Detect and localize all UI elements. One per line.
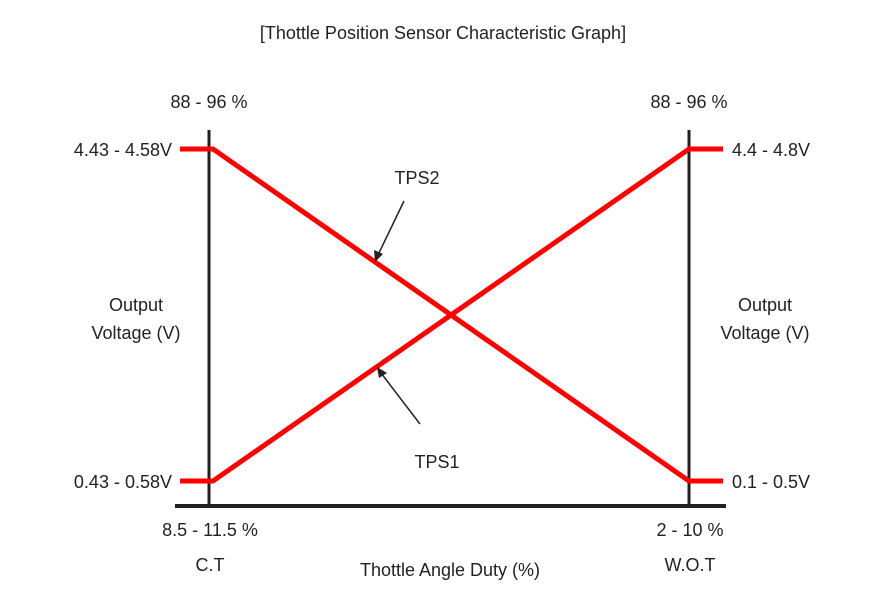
right-axis-label-line1: Output xyxy=(738,295,792,315)
tps2-arrowhead-icon xyxy=(374,250,383,262)
left-axis-label-line1: Output xyxy=(109,295,163,315)
left-high-voltage: 4.43 - 4.58V xyxy=(74,140,172,160)
right-axis-label-line2: Voltage (V) xyxy=(720,323,809,343)
x-axis-label: Thottle Angle Duty (%) xyxy=(360,560,540,580)
tps1-line xyxy=(180,146,723,484)
right-high-voltage: 4.4 - 4.8V xyxy=(732,140,810,160)
tps2-label: TPS2 xyxy=(394,168,439,188)
closed-throttle-label: C.T xyxy=(196,555,225,575)
right-bottom-percent: 2 - 10 % xyxy=(656,520,723,540)
left-low-voltage: 0.43 - 0.58V xyxy=(74,472,172,492)
right-low-voltage: 0.1 - 0.5V xyxy=(732,472,810,492)
left-top-percent: 88 - 96 % xyxy=(170,92,247,112)
tps2-arrow xyxy=(377,200,405,256)
tps1-arrow xyxy=(380,372,421,425)
left-bottom-percent: 8.5 - 11.5 % xyxy=(162,520,258,540)
tps1-arrowhead-icon xyxy=(377,367,387,378)
left-axis-label-line2: Voltage (V) xyxy=(91,323,180,343)
wide-open-throttle-label: W.O.T xyxy=(665,555,716,575)
diagram-title: [Thottle Position Sensor Characteristic … xyxy=(260,23,626,43)
right-top-percent: 88 - 96 % xyxy=(650,92,727,112)
tps1-label: TPS1 xyxy=(414,452,459,472)
